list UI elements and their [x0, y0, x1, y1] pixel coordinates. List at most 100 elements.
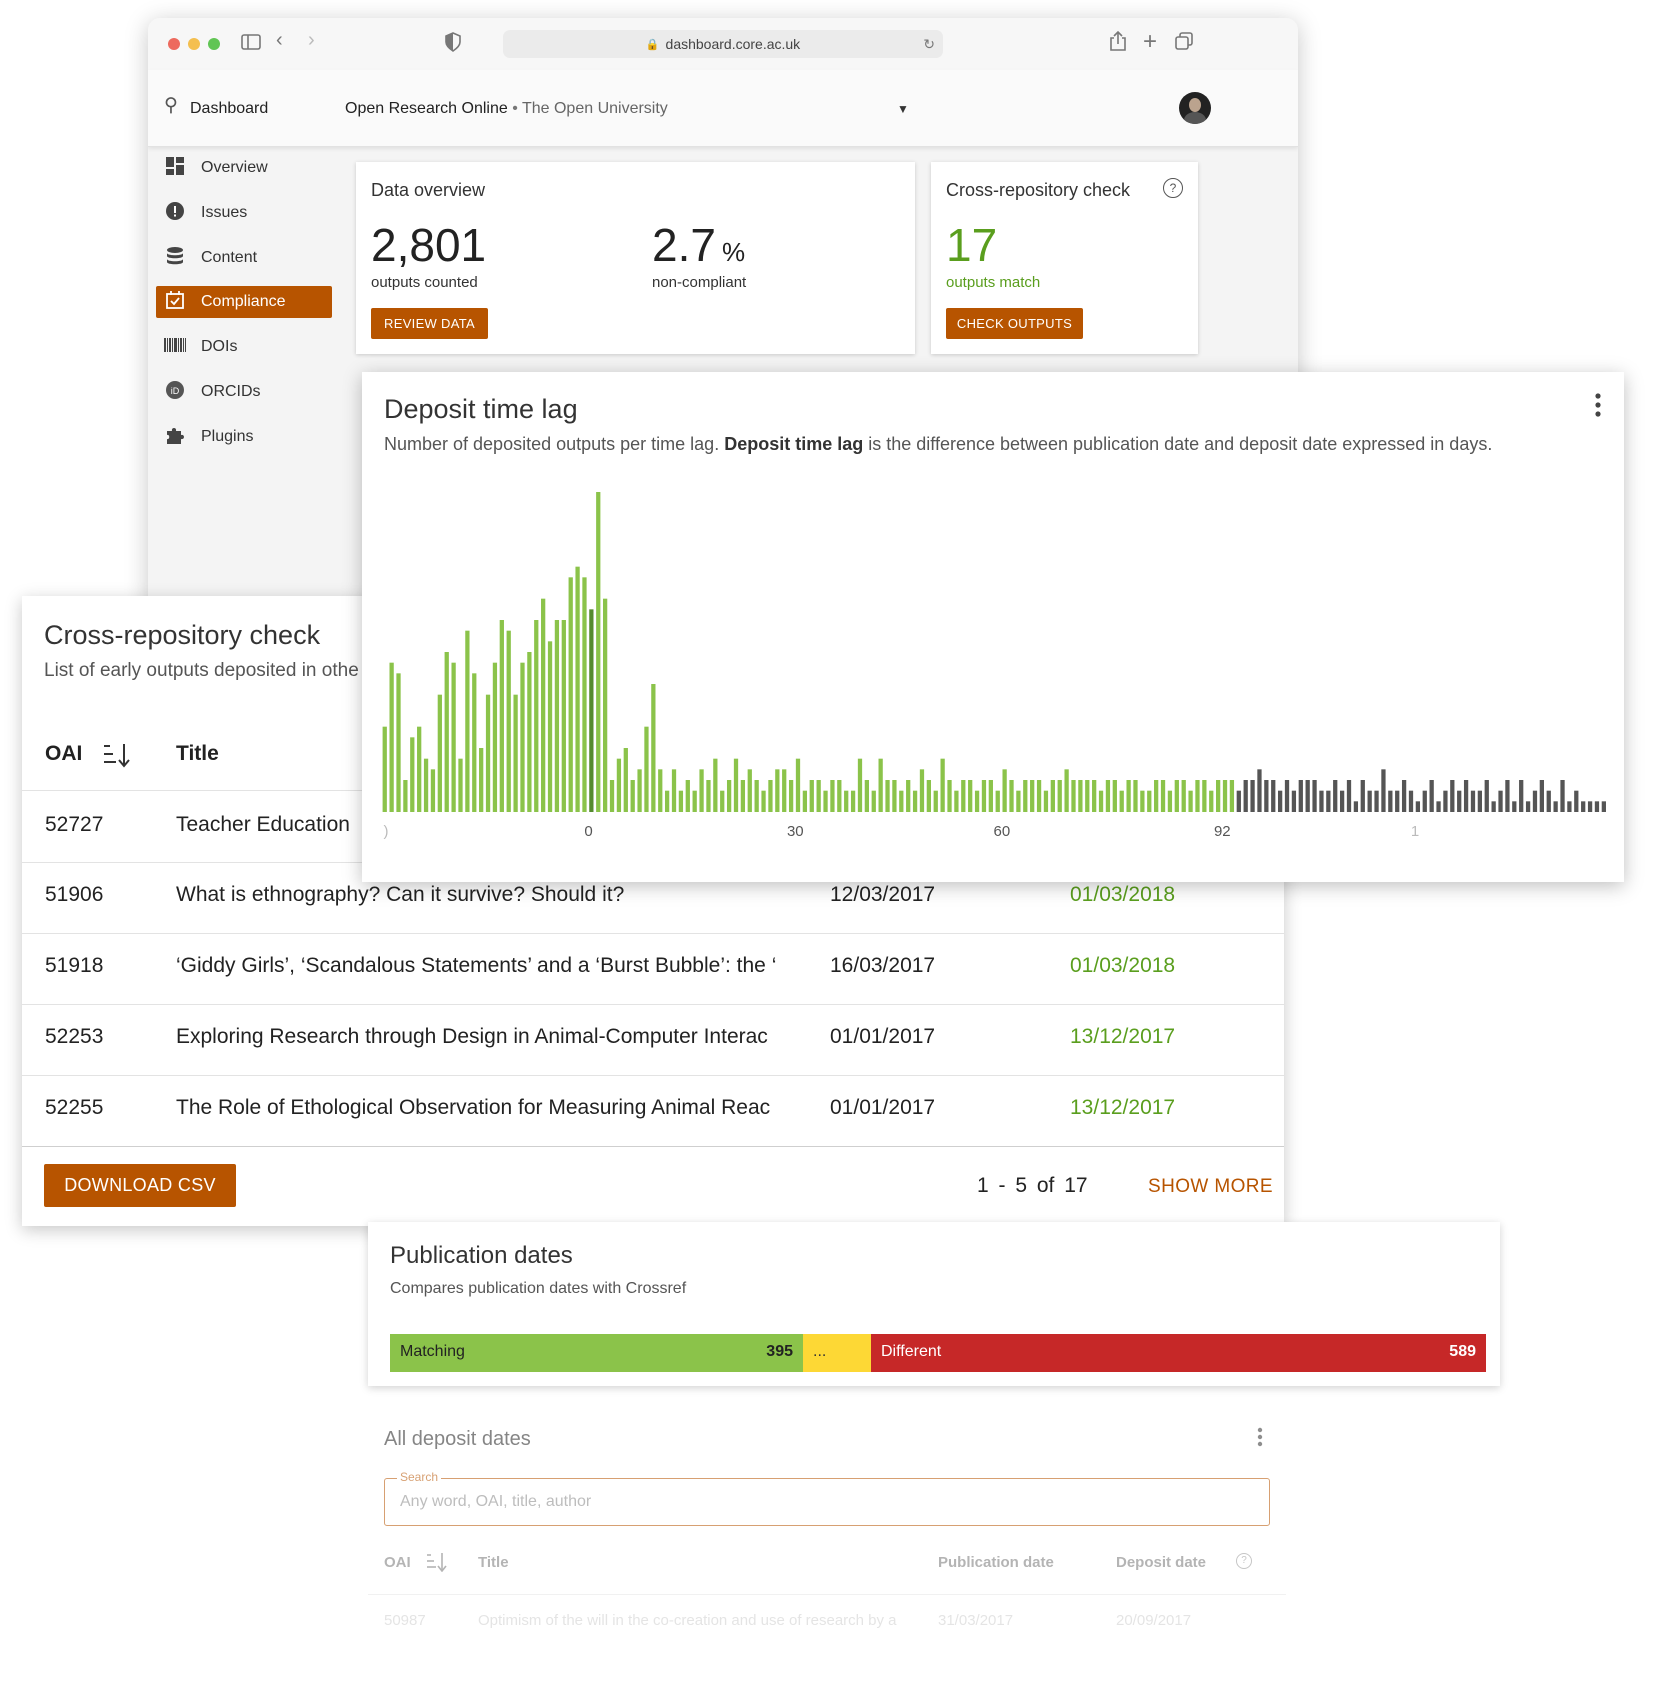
chart-bar[interactable] [768, 780, 773, 812]
chart-bar[interactable] [1498, 790, 1503, 812]
chart-bar[interactable] [644, 726, 649, 812]
chart-bar[interactable] [1477, 790, 1482, 812]
column-header-deposit-date[interactable]: Deposit date [1116, 1554, 1207, 1571]
chart-bar[interactable] [1098, 790, 1104, 812]
chart-bar[interactable] [1367, 790, 1372, 812]
chart-bar[interactable] [1305, 780, 1310, 812]
sort-icon[interactable] [426, 1552, 448, 1577]
chart-bar[interactable] [1581, 801, 1586, 812]
table-row[interactable]: 52253 Exploring Research through Design … [22, 1005, 1284, 1075]
chart-bar[interactable] [802, 790, 808, 812]
chart-bar[interactable] [671, 769, 677, 812]
chart-bar[interactable] [637, 769, 642, 812]
chart-bar[interactable] [761, 790, 766, 812]
chart-bar[interactable] [747, 769, 752, 812]
chart-bar[interactable] [1553, 801, 1558, 812]
chart-bar[interactable] [720, 790, 725, 812]
chart-bar[interactable] [692, 790, 697, 812]
chart-bar[interactable] [1429, 780, 1434, 812]
chart-bar[interactable] [954, 790, 959, 812]
column-header-title[interactable]: Title [176, 742, 219, 765]
chart-bar[interactable] [479, 748, 484, 812]
chart-bar[interactable] [1353, 801, 1359, 812]
review-data-button[interactable]: REVIEW DATA [371, 308, 488, 339]
chart-bar[interactable] [492, 662, 498, 812]
chart-bar[interactable] [1236, 790, 1241, 812]
chart-bar[interactable] [1126, 780, 1131, 812]
download-csv-button[interactable]: DOWNLOAD CSV [44, 1164, 236, 1207]
chart-bar[interactable] [1174, 780, 1179, 812]
sidebar-item-overview[interactable]: Overview [156, 152, 332, 184]
sort-icon[interactable] [102, 742, 132, 773]
chart-bar[interactable] [1147, 790, 1152, 812]
chart-bar[interactable] [444, 652, 449, 812]
chart-bar[interactable] [1436, 801, 1441, 812]
chart-bar[interactable] [726, 780, 732, 812]
table-row[interactable]: 52727 Teacher Education [22, 791, 1284, 862]
chart-bar[interactable] [1505, 780, 1510, 812]
check-outputs-button[interactable]: CHECK OUTPUTS [946, 308, 1083, 339]
chart-bar[interactable] [1222, 780, 1228, 812]
chart-bar[interactable] [1050, 780, 1055, 812]
chart-bar[interactable] [451, 662, 456, 812]
help-icon[interactable]: ? [1163, 178, 1183, 198]
chart-bar[interactable] [458, 758, 463, 812]
matching-segment[interactable]: Matching 395 [390, 1334, 803, 1372]
chart-bar[interactable] [1071, 780, 1076, 812]
chart-bar[interactable] [1567, 801, 1572, 812]
chart-bar[interactable] [919, 769, 925, 812]
chart-bar[interactable] [1112, 780, 1117, 812]
chart-bar[interactable] [685, 780, 690, 812]
chart-bar[interactable] [864, 780, 869, 812]
chart-bar[interactable] [430, 769, 436, 812]
chart-bar[interactable] [1339, 790, 1345, 812]
avatar[interactable] [1179, 92, 1211, 124]
chart-bar[interactable] [1154, 780, 1159, 812]
chart-bar[interactable] [809, 780, 814, 812]
chart-bar[interactable] [775, 769, 780, 812]
chart-bar[interactable] [1140, 790, 1145, 812]
chart-bar[interactable] [1587, 801, 1593, 812]
sidebar-item-content[interactable]: Content [156, 242, 332, 274]
chart-bar[interactable] [1036, 780, 1042, 812]
chart-bar[interactable] [1043, 790, 1049, 812]
column-header-oai[interactable]: OAI [384, 1554, 411, 1571]
chart-bar[interactable] [1188, 790, 1193, 812]
chart-bar[interactable] [658, 769, 663, 812]
chart-bar[interactable] [740, 780, 746, 812]
maximize-window-button[interactable] [208, 38, 220, 50]
chart-bar[interactable] [1560, 780, 1565, 812]
chart-bar[interactable] [1395, 790, 1400, 812]
chart-bar[interactable] [1209, 790, 1214, 812]
chart-bar[interactable] [788, 780, 794, 812]
chart-bar[interactable] [706, 780, 711, 812]
chart-bar[interactable] [1525, 801, 1531, 812]
chart-bar[interactable] [1484, 780, 1489, 812]
chart-bar[interactable] [1450, 780, 1455, 812]
chart-bar[interactable] [995, 790, 1000, 812]
chart-bar[interactable] [733, 758, 739, 812]
chart-bar[interactable] [837, 780, 842, 812]
chart-bar[interactable] [1229, 780, 1235, 812]
table-row[interactable]: 51918 ‘Giddy Girls’, ‘Scandalous Stateme… [22, 934, 1284, 1004]
chart-bar[interactable] [1078, 780, 1083, 812]
chart-bar[interactable] [1119, 790, 1124, 812]
table-row[interactable]: 51906 What is ethnography? Can it surviv… [22, 863, 1284, 933]
chart-bar[interactable] [1574, 790, 1579, 812]
sidebar-item-dois[interactable]: DOIs [156, 331, 332, 363]
chart-bar[interactable] [974, 790, 980, 812]
back-icon[interactable]: ‹ [276, 29, 283, 51]
chart-bar[interactable] [1016, 790, 1021, 812]
chart-bar[interactable] [575, 566, 580, 812]
show-more-button[interactable]: SHOW MORE [1148, 1176, 1273, 1197]
chart-bar[interactable] [547, 641, 553, 812]
chart-bar[interactable] [582, 577, 587, 812]
chart-bar[interactable] [1216, 780, 1221, 812]
table-row[interactable]: 52255 The Role of Ethological Observatio… [22, 1076, 1284, 1146]
close-window-button[interactable] [168, 38, 180, 50]
chart-bar[interactable] [699, 769, 704, 812]
chart-bar[interactable] [437, 694, 442, 812]
chart-bar[interactable] [885, 780, 890, 812]
chart-bar[interactable] [816, 780, 821, 812]
chart-bar[interactable] [1312, 780, 1317, 812]
